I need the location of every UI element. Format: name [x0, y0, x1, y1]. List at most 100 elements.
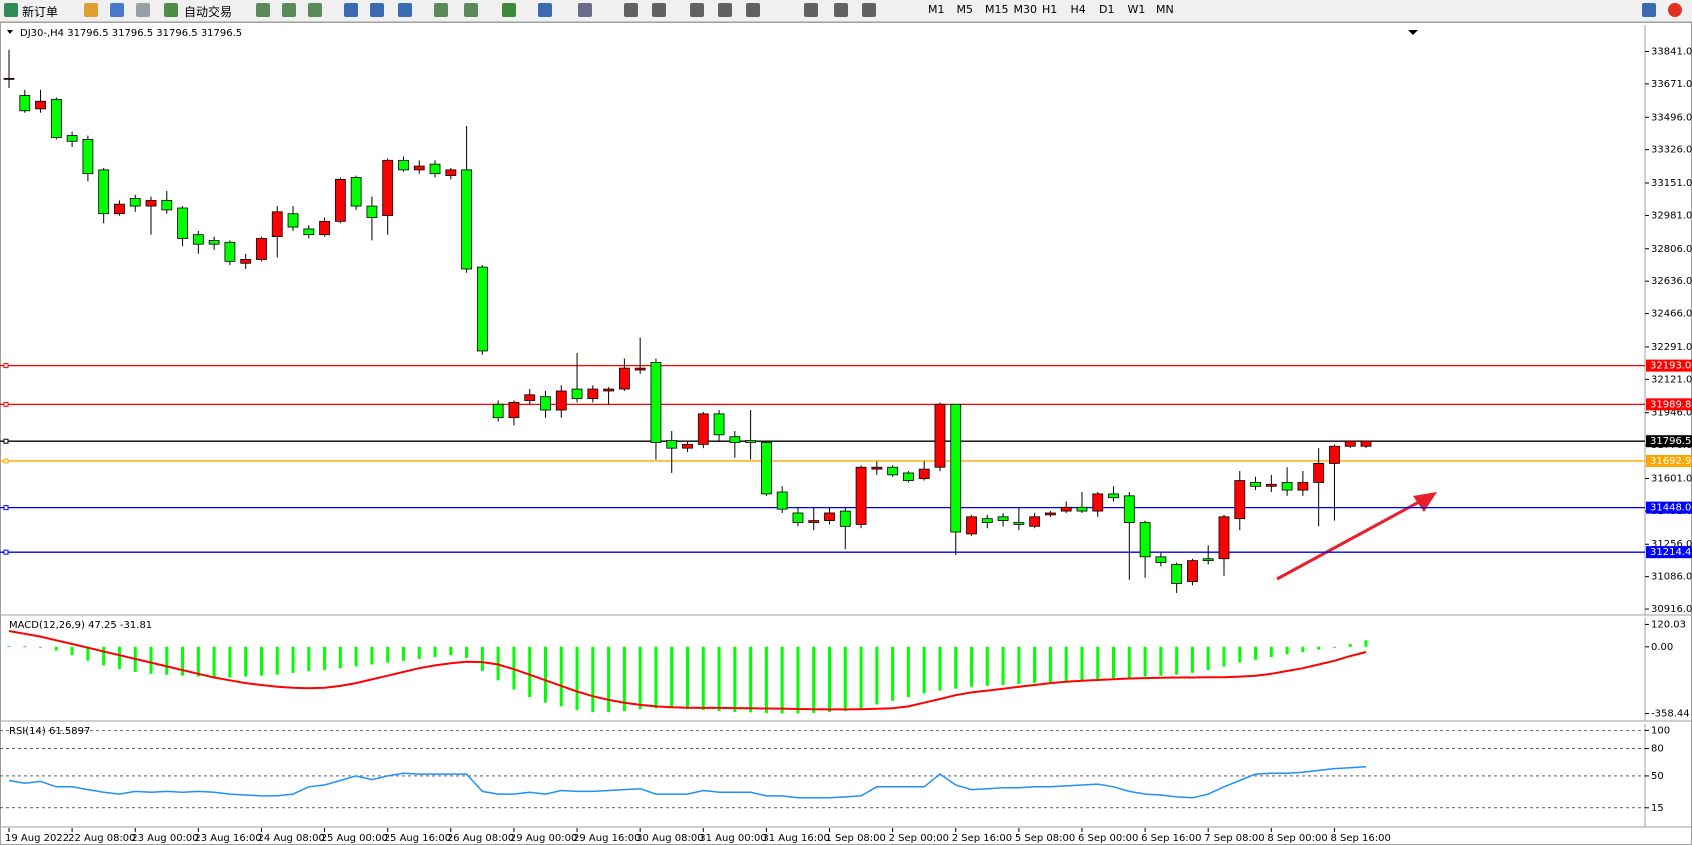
candle-body: [1218, 516, 1230, 560]
level-tag: [1646, 398, 1692, 411]
macd-bar: [275, 646, 279, 675]
icon[interactable]: [370, 3, 384, 17]
candle-body: [492, 403, 504, 419]
icon[interactable]: [164, 3, 178, 17]
macd-bar: [386, 646, 390, 663]
period-button[interactable]: W1: [1127, 3, 1146, 16]
macd-bar: [843, 646, 847, 712]
candle-body: [824, 512, 835, 521]
icon[interactable]: [502, 3, 516, 17]
arrow-head: [1413, 492, 1437, 512]
period-button[interactable]: M1: [928, 3, 945, 16]
candle-body: [934, 403, 946, 468]
candle-body: [66, 135, 78, 142]
candle-body: [603, 388, 615, 392]
x-tick-label: 29 Aug 16:00: [573, 833, 640, 844]
macd-bar: [212, 646, 216, 678]
y-tick-label: 33671.0: [1651, 79, 1692, 90]
macd-bar: [607, 646, 611, 712]
candle-body: [871, 466, 883, 470]
icon[interactable]: [464, 3, 478, 17]
icon[interactable]: [434, 3, 448, 17]
macd-bar: [70, 646, 74, 656]
candle-body: [476, 266, 488, 352]
candle-body: [1013, 522, 1025, 525]
macd-bar: [228, 646, 232, 678]
macd-bar: [39, 646, 43, 648]
candle-body: [1076, 506, 1088, 512]
icon[interactable]: [746, 3, 760, 17]
y-tick-label: 50: [1651, 771, 1664, 782]
candle-body: [1092, 493, 1104, 512]
level-tag: [1646, 501, 1692, 514]
macd-bar: [1206, 646, 1210, 671]
period-button[interactable]: MN: [1156, 3, 1174, 16]
icon[interactable]: [624, 3, 638, 17]
button[interactable]: 新订单: [22, 5, 59, 19]
macd-bar: [307, 646, 311, 672]
macd-bar: [401, 646, 405, 661]
candle-body: [650, 361, 662, 443]
macd-bar: [1080, 646, 1084, 681]
x-tick-label: 24 Aug 08:00: [257, 833, 324, 844]
icon[interactable]: [690, 3, 704, 17]
icon[interactable]: [110, 3, 124, 17]
y-tick-label: 31086.0: [1651, 572, 1692, 583]
macd-bar: [543, 646, 547, 703]
icon[interactable]: [4, 3, 18, 17]
icon[interactable]: [344, 3, 358, 17]
x-tick-label: 2 Sep 16:00: [952, 833, 1012, 844]
candle-body: [303, 228, 315, 236]
candle-body: [1297, 482, 1309, 491]
period-button[interactable]: H4: [1070, 3, 1086, 16]
macd-bar: [859, 646, 863, 709]
macd-bar: [291, 646, 295, 673]
macd-bar: [1143, 646, 1147, 677]
period-button[interactable]: H1: [1042, 3, 1058, 16]
icon[interactable]: [834, 3, 848, 17]
level-tag: [1646, 454, 1692, 467]
macd-bar: [764, 646, 768, 713]
level-marker: [3, 438, 9, 444]
x-tick-label: 26 Aug 08:00: [447, 833, 514, 844]
icon[interactable]: [538, 3, 552, 17]
candle-body: [682, 443, 693, 449]
button[interactable]: 自动交易: [184, 5, 233, 19]
period-button[interactable]: M15: [985, 3, 1009, 16]
candle-body: [1360, 440, 1372, 447]
candle-body: [50, 98, 62, 138]
macd-bar: [828, 646, 832, 712]
level-tag: [1646, 359, 1692, 372]
icon[interactable]: [578, 3, 592, 17]
macd-bar: [780, 646, 784, 714]
candle-body: [618, 367, 630, 390]
y-tick-label: 33841.0: [1651, 46, 1692, 57]
y-tick-label: 32291.0: [1651, 342, 1692, 353]
period-button[interactable]: M30: [1013, 3, 1038, 16]
level-label: 31214.4: [1650, 547, 1691, 558]
period-button[interactable]: M5: [956, 3, 974, 16]
candle-body: [745, 440, 757, 443]
level-tag: [1646, 435, 1692, 448]
macd-bar: [165, 646, 169, 675]
icon[interactable]: [256, 3, 270, 17]
icon[interactable]: [804, 3, 818, 17]
search-icon[interactable]: [1642, 3, 1656, 17]
icon[interactable]: [282, 3, 296, 17]
icon[interactable]: [84, 3, 98, 17]
icon[interactable]: [398, 3, 412, 17]
icon[interactable]: [308, 3, 322, 17]
macd-bar: [749, 646, 753, 713]
icon[interactable]: [652, 3, 666, 17]
candle-body: [1187, 560, 1198, 582]
x-tick-label: 5 Sep 08:00: [1015, 833, 1075, 844]
macd-bar: [449, 646, 453, 656]
icon[interactable]: [136, 3, 150, 17]
period-button[interactable]: D1: [1099, 3, 1115, 16]
macd-bar: [354, 646, 358, 667]
macd-bar: [1332, 646, 1336, 648]
icon[interactable]: [862, 3, 876, 17]
notification-icon[interactable]: [1668, 3, 1682, 17]
icon[interactable]: [718, 3, 732, 17]
y-tick-label: 15: [1651, 803, 1664, 814]
